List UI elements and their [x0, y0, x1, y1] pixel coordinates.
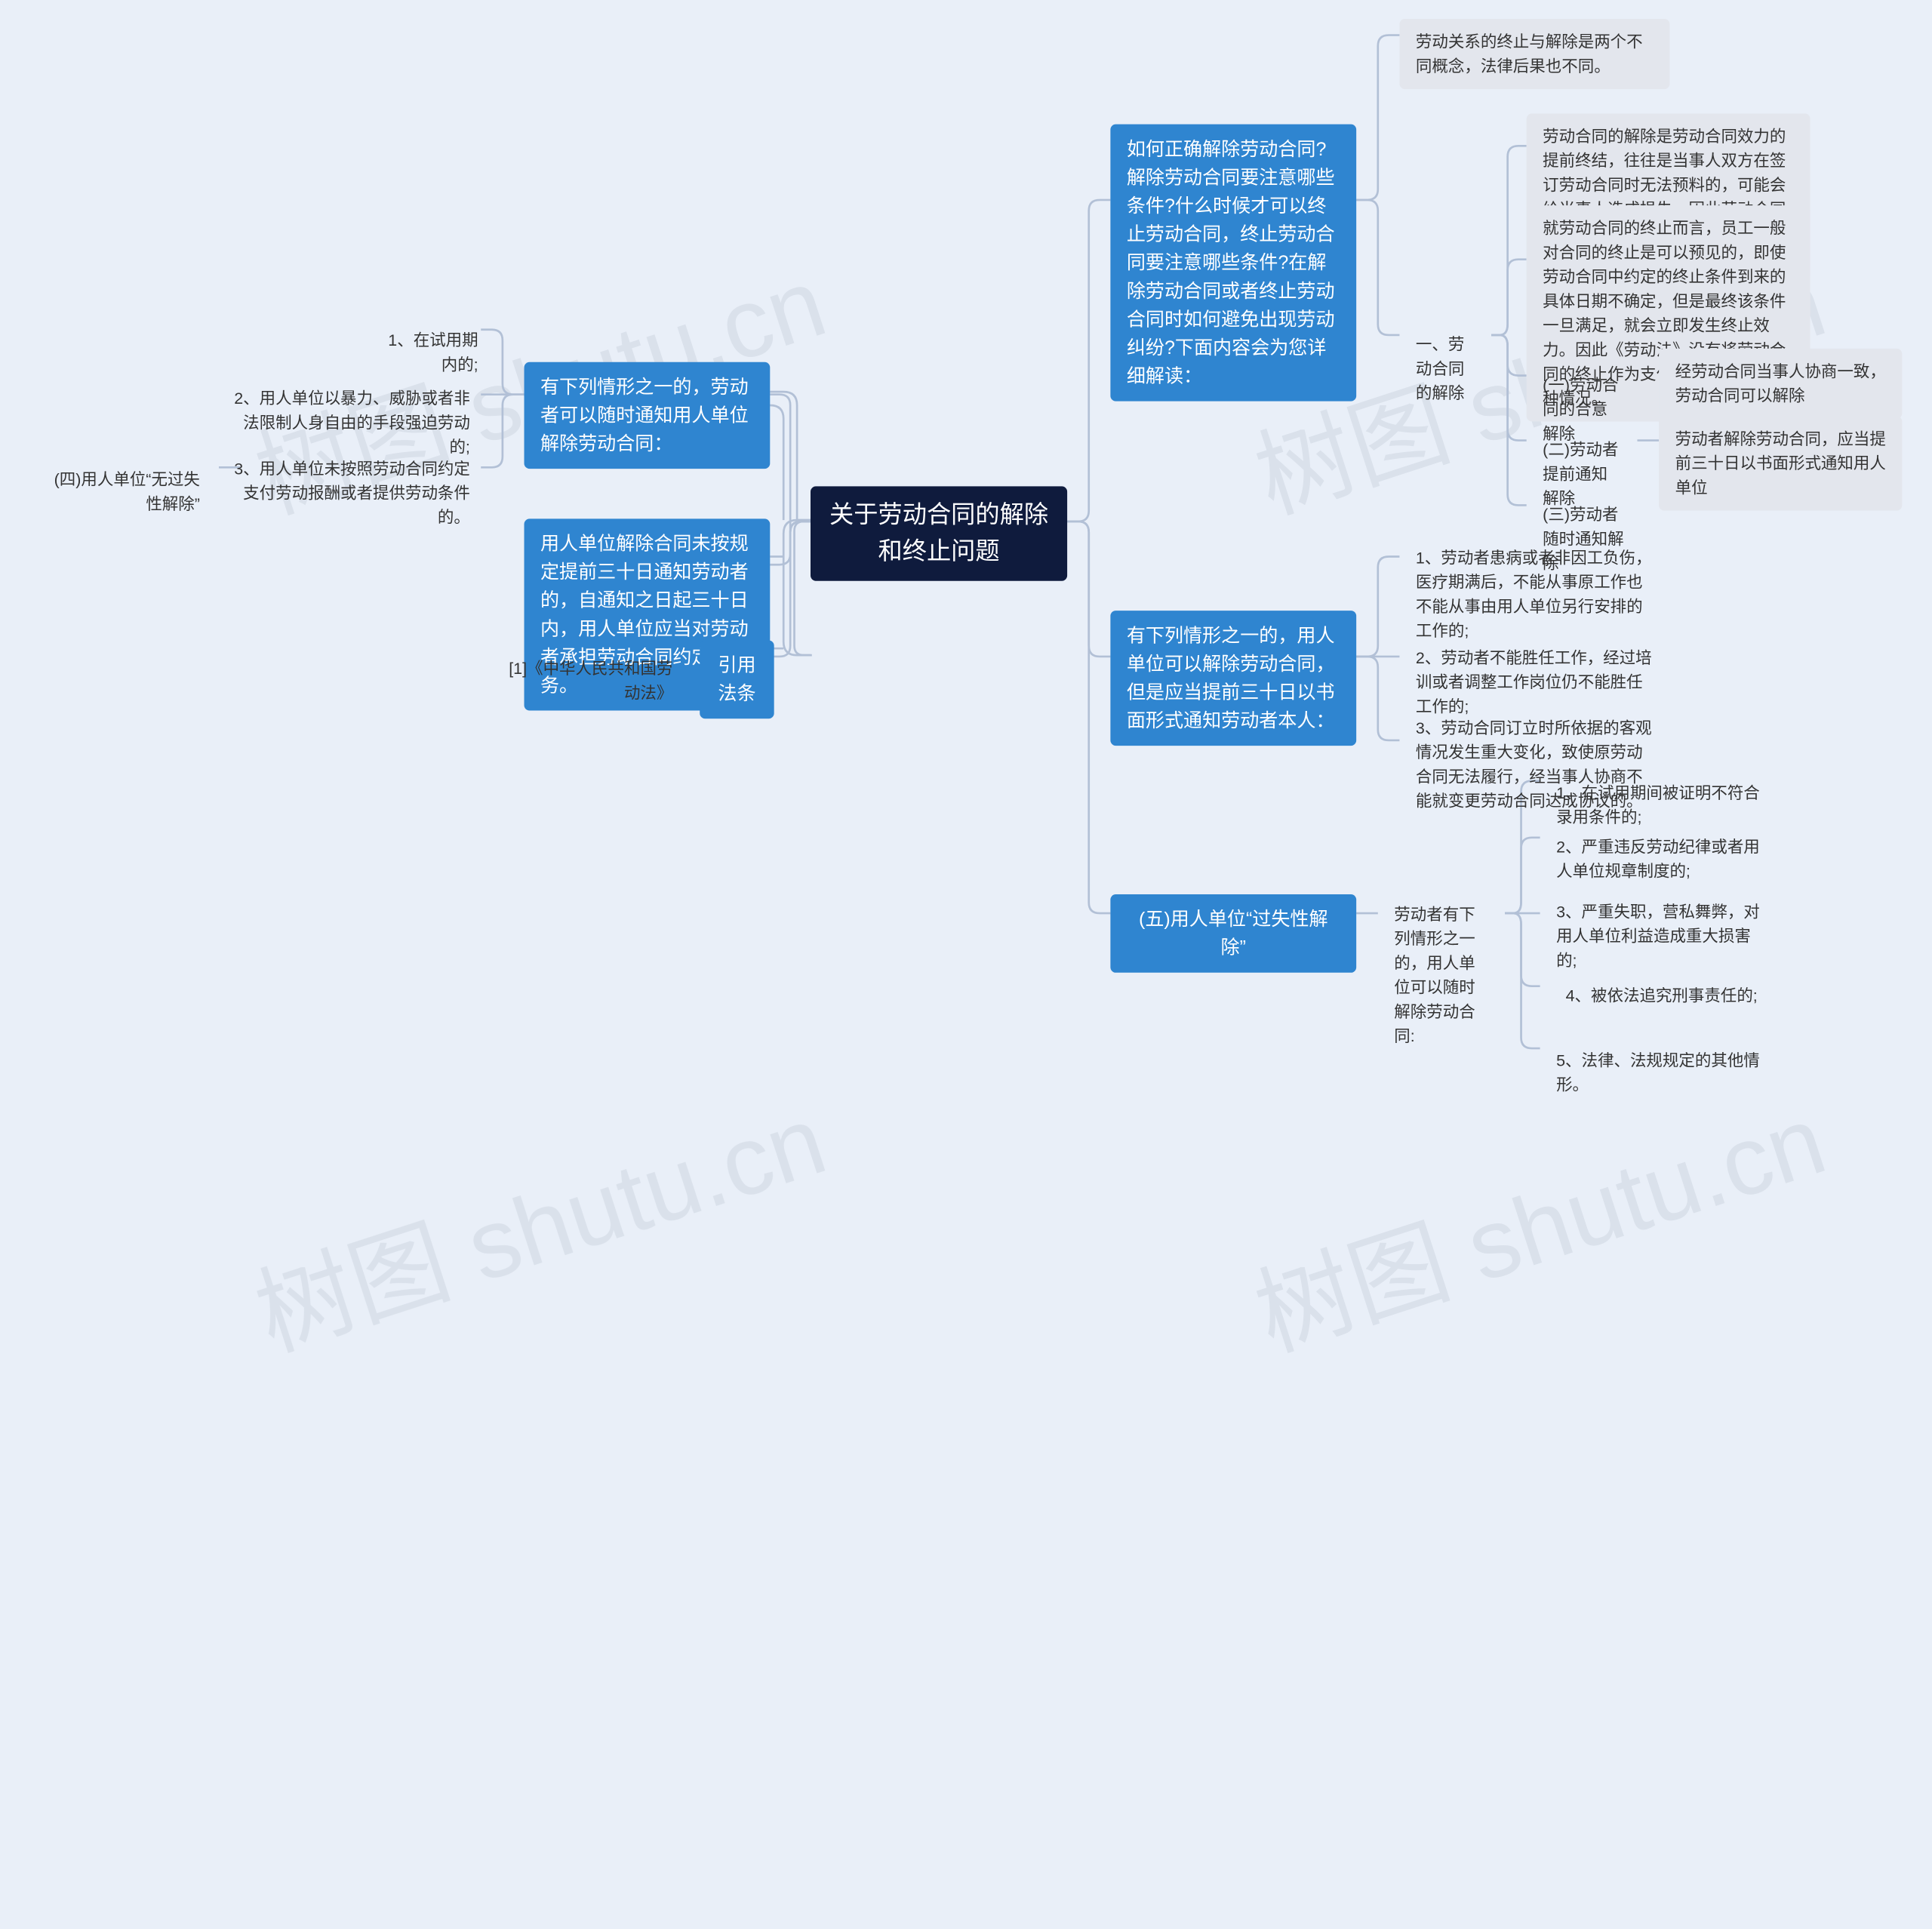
watermark: 树图 shutu.cn [235, 1060, 840, 1377]
right-n3-c1: 劳动者有下列情形之一的，用人单位可以随时解除劳动合同: [1378, 891, 1505, 1059]
right-node-2-label: 有下列情形之一的，用人单位可以解除劳动合同，但是应当提前三十日以书面形式通知劳动… [1127, 621, 1340, 734]
central-label: 关于劳动合同的解除和终止问题 [826, 497, 1051, 571]
left-node-3: 引用法条 [700, 640, 774, 718]
left-n1-c3: 3、用人单位未按照劳动合同约定支付劳动报酬或者提供劳动条件的。 [216, 446, 486, 540]
left-n3-c1: [1]《中华人民共和国劳动法》 [486, 646, 689, 716]
right-n3-c1-d3: 3、严重失职，营私舞弊，对用人单位利益造成重大损害的; [1540, 889, 1783, 983]
right-n1-c2: 一、劳动合同的解除 [1399, 322, 1491, 416]
left-node-1-label: 有下列情形之一的，劳动者可以随时通知用人单位解除劳动合同： [540, 373, 754, 458]
left-n1-c3-child: (四)用人单位“无过失性解除” [27, 457, 217, 527]
right-n3-c1-d4: 4、被依法追究刑事责任的; [1540, 973, 1783, 1019]
watermark: 树图 shutu.cn [1235, 1060, 1840, 1377]
right-node-3-label: (五)用人单位“过失性解除” [1127, 905, 1340, 961]
right-node-2: 有下列情形之一的，用人单位可以解除劳动合同，但是应当提前三十日以书面形式通知劳动… [1110, 611, 1356, 746]
right-node-3: (五)用人单位“过失性解除” [1110, 894, 1356, 973]
right-n1-c2-d3-child: 经劳动合同当事人协商一致，劳动合同可以解除 [1659, 349, 1902, 419]
right-n3-c1-d5: 5、法律、法规规定的其他情形。 [1540, 1038, 1783, 1108]
right-n3-c1-d2: 2、严重违反劳动纪律或者用人单位规章制度的; [1540, 824, 1783, 894]
right-n1-c1: 劳动关系的终止与解除是两个不同概念，法律后果也不同。 [1399, 19, 1669, 89]
left-node-1: 有下列情形之一的，劳动者可以随时通知用人单位解除劳动合同： [525, 362, 771, 469]
central-node: 关于劳动合同的解除和终止问题 [811, 486, 1067, 580]
right-n1-c2-d4-child: 劳动者解除劳动合同，应当提前三十日以书面形式通知用人单位 [1659, 416, 1902, 510]
left-node-3-label: 引用法条 [716, 651, 758, 708]
right-node-1-label: 如何正确解除劳动合同?解除劳动合同要注意哪些条件?什么时候才可以终止劳动合同，终… [1127, 135, 1340, 390]
right-node-1: 如何正确解除劳动合同?解除劳动合同要注意哪些条件?什么时候才可以终止劳动合同，终… [1110, 125, 1356, 401]
